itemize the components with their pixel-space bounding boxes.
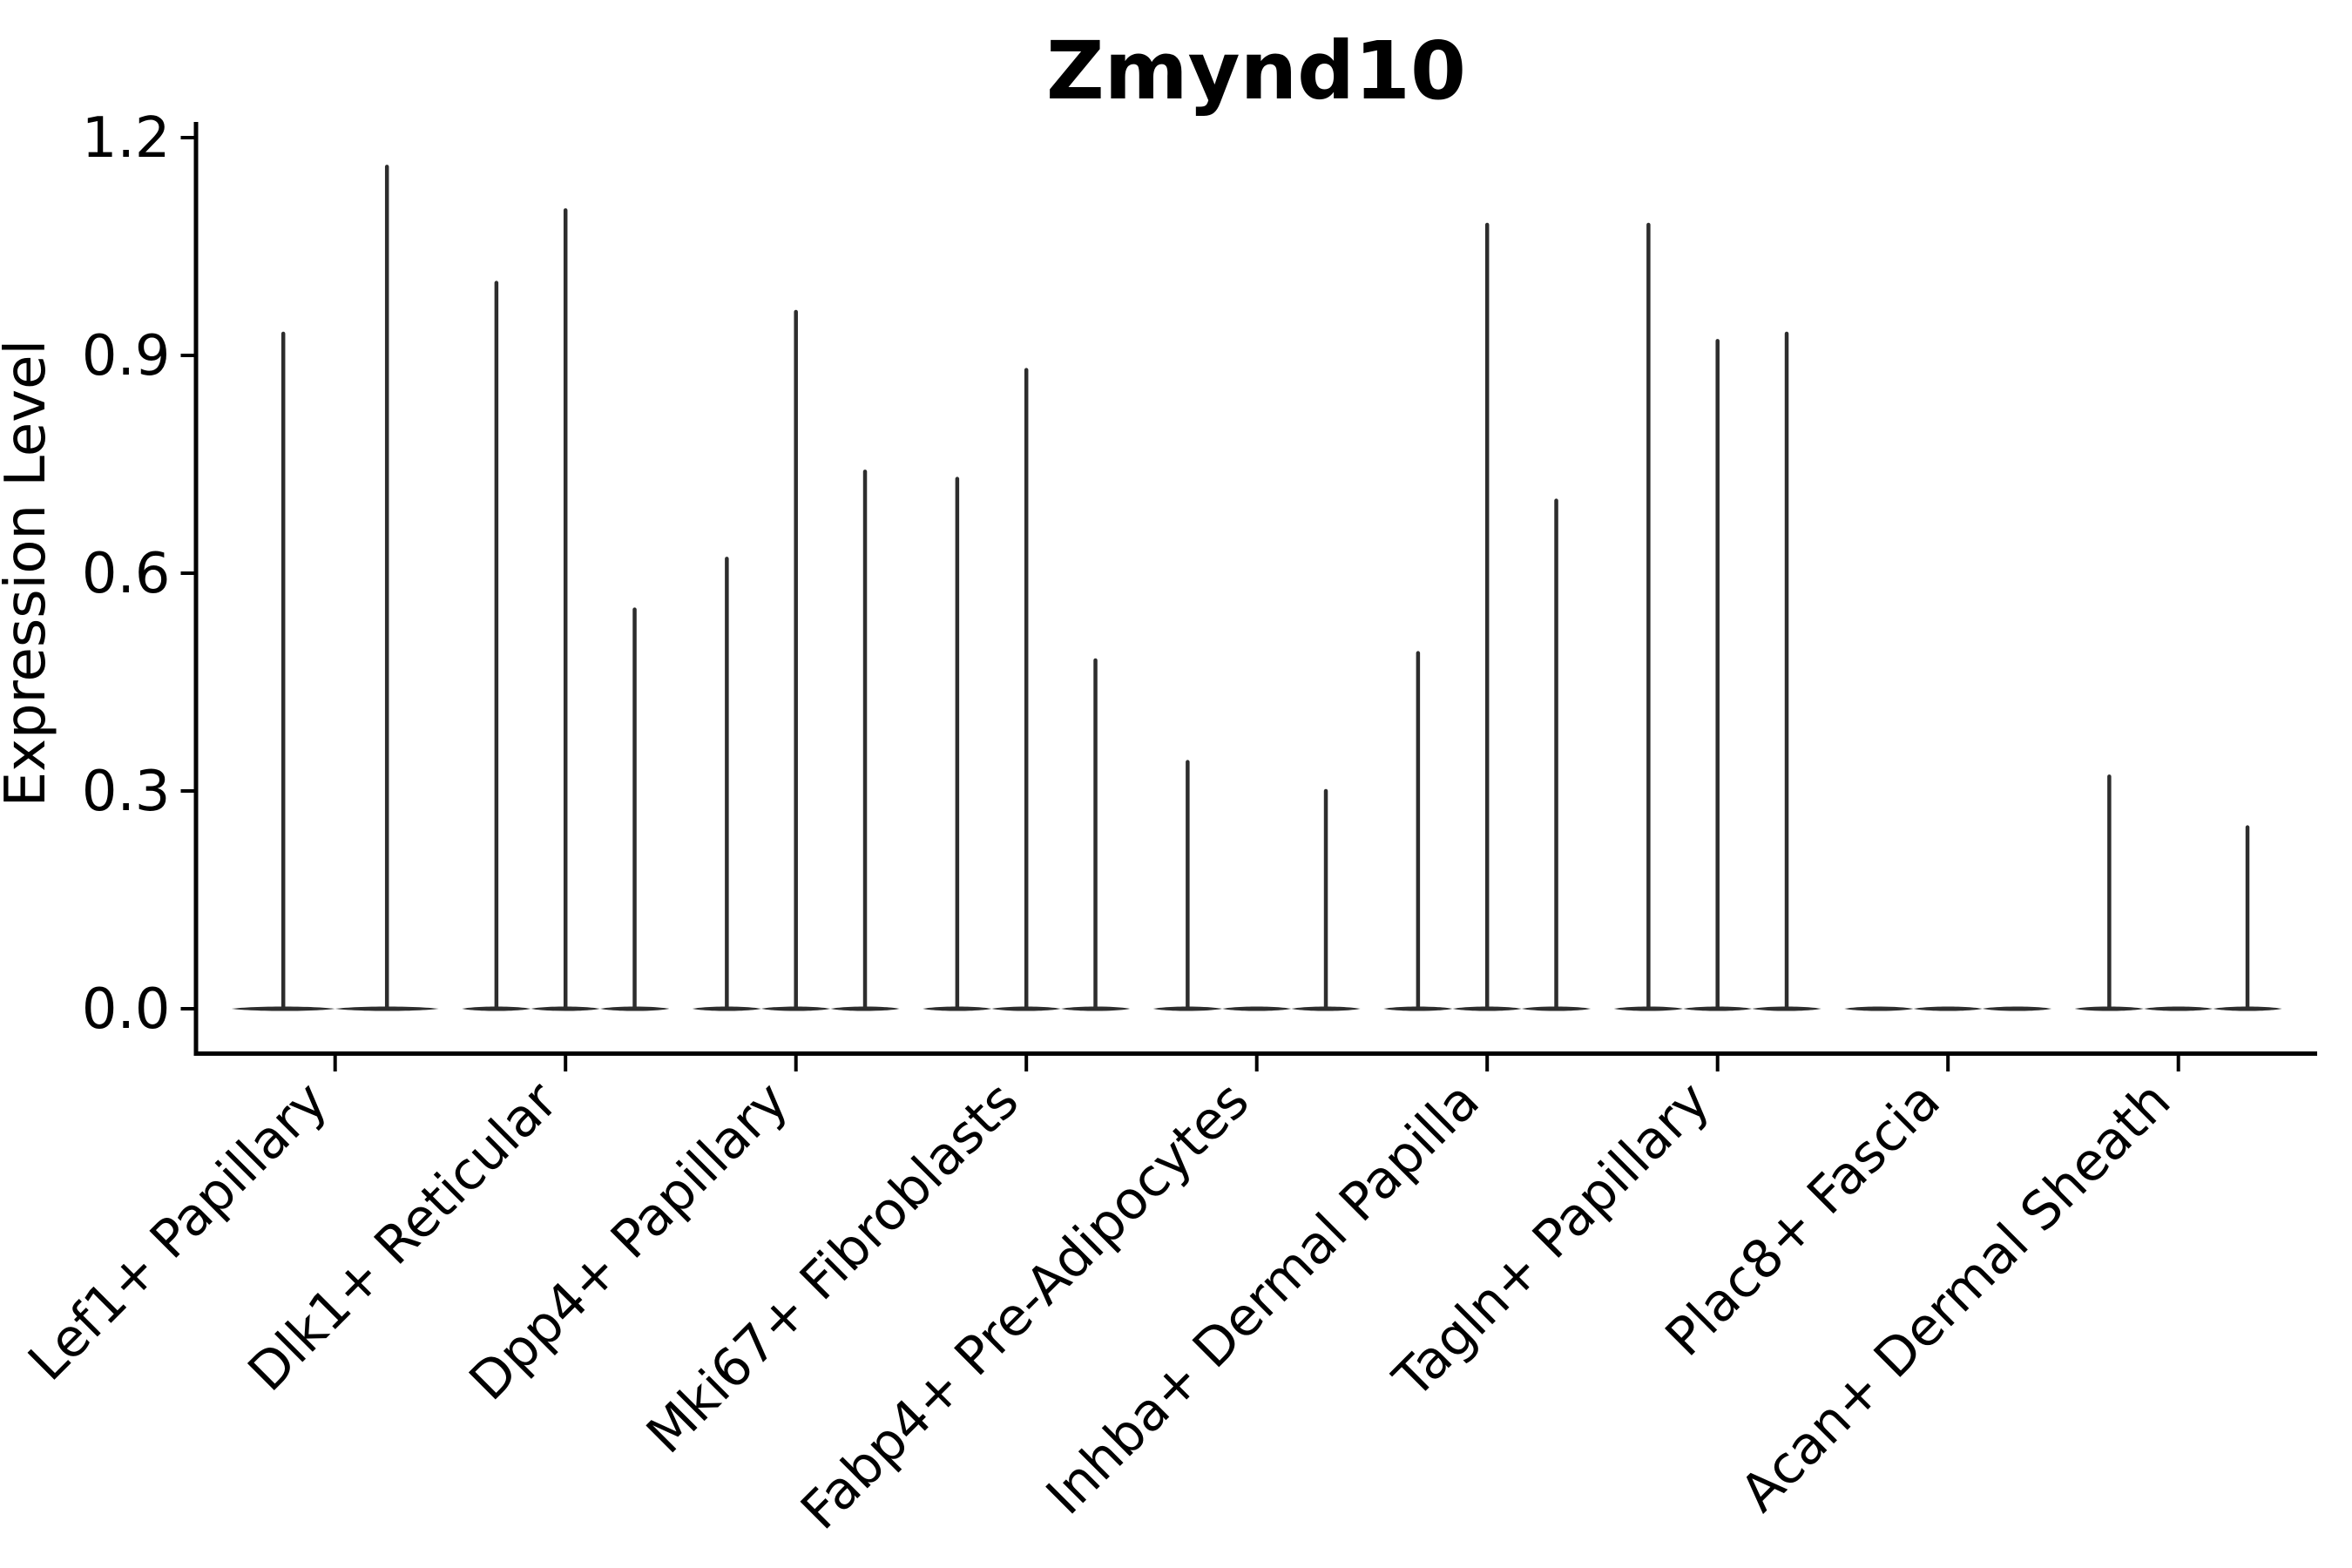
- violin-base: [1913, 1006, 1983, 1011]
- y-tick-label: 0.0: [82, 977, 171, 1042]
- x-category-label: Fabp4+ Pre-Adipocytes: [789, 1071, 1260, 1542]
- x-category-label: Mki67+ Fibroblasts: [635, 1071, 1031, 1466]
- y-tick-label: 1.2: [82, 106, 171, 171]
- violin-base: [1222, 1006, 1292, 1011]
- plot-title: Zmynd10: [1046, 24, 1466, 118]
- y-tick-label: 0.3: [82, 760, 171, 824]
- y-tick-label: 0.9: [82, 324, 171, 389]
- x-category-label: Inhba+ Dermal Papilla: [1035, 1071, 1491, 1527]
- y-tick-label: 0.6: [82, 542, 171, 606]
- violin-base: [1844, 1006, 1914, 1011]
- violin-base: [2144, 1006, 2213, 1011]
- x-category-label: Acan+ Dermal Sheath: [1729, 1071, 2183, 1524]
- violin-base: [1982, 1006, 2052, 1011]
